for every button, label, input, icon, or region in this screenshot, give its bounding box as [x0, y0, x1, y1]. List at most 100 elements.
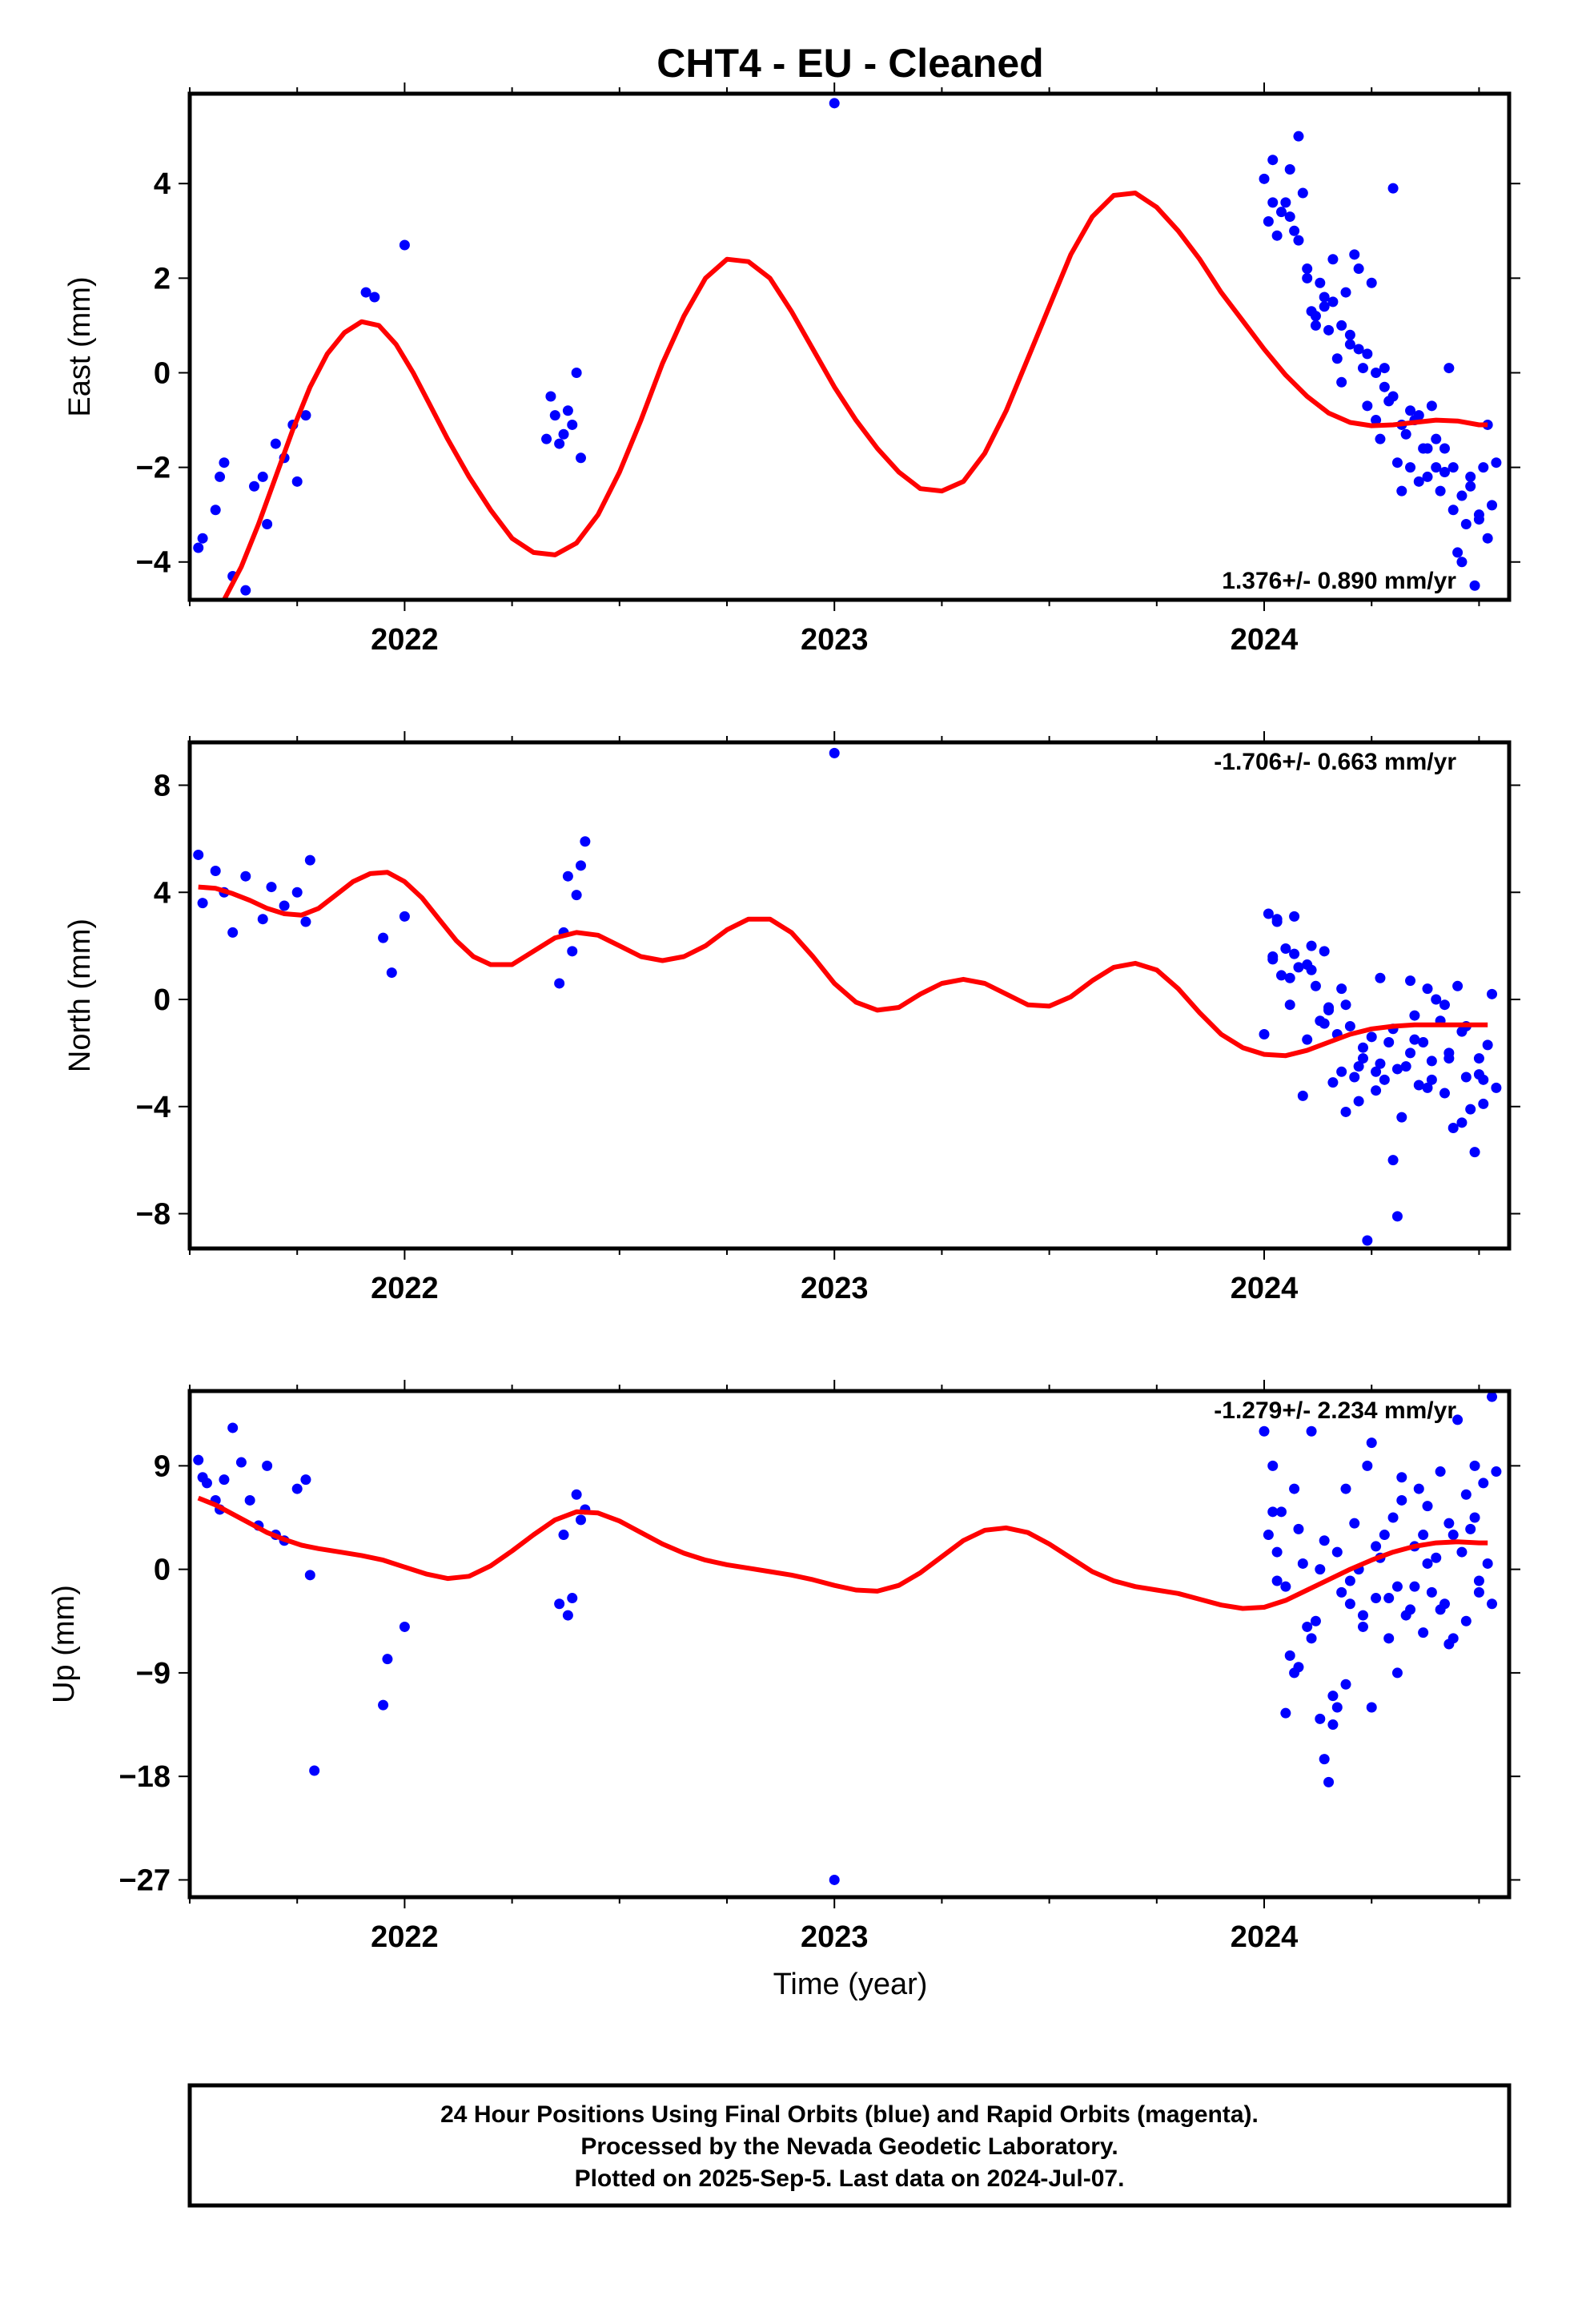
data-point	[1431, 994, 1442, 1005]
data-point	[1323, 1004, 1335, 1015]
data-point	[1366, 1702, 1377, 1713]
data-point	[1275, 207, 1287, 218]
x-tick-label: 2024	[1231, 1272, 1299, 1305]
panel-1: 2022 2023 2024 −4 −2 0 2 4 1.376+/- 0.890 mm/yr E…	[63, 82, 1520, 657]
y-tick-label: 0	[154, 1554, 171, 1587]
data-point	[1357, 1042, 1368, 1053]
data-point	[1435, 485, 1446, 497]
data-point	[1491, 1082, 1502, 1093]
data-point	[1336, 320, 1347, 331]
data-point	[1327, 296, 1339, 308]
data-point	[1366, 277, 1377, 288]
data-point	[1371, 1066, 1382, 1077]
data-point	[1396, 485, 1407, 497]
data-point	[1340, 999, 1351, 1011]
data-point	[1331, 1702, 1343, 1713]
data-point	[1405, 462, 1416, 473]
data-point	[399, 911, 410, 922]
data-point	[1293, 1662, 1304, 1673]
x-tick-label: 2024	[1231, 623, 1299, 657]
data-point	[1487, 1598, 1498, 1610]
chart-panels: 2022 2023 2024 −4 −2 0 2 4 1.376+/- 0.890 mm/yr E…	[47, 82, 1520, 1954]
data-point	[1391, 1581, 1403, 1592]
data-point	[193, 1454, 204, 1466]
data-point	[1375, 972, 1386, 983]
data-point	[1349, 1518, 1360, 1529]
data-point	[1280, 943, 1291, 954]
data-point	[1426, 400, 1437, 412]
data-point	[1379, 1530, 1390, 1541]
data-point	[1456, 557, 1468, 568]
data-points	[193, 1391, 1502, 1885]
data-point	[197, 533, 208, 544]
caption-line-1: 24 Hour Positions Using Final Orbits (bl…	[440, 2101, 1259, 2128]
data-point	[1271, 1575, 1283, 1586]
data-point	[1267, 155, 1279, 166]
data-point	[1353, 1061, 1364, 1072]
caption-box: 24 Hour Positions Using Final Orbits (bl…	[187, 2083, 1512, 2208]
data-point	[1284, 211, 1295, 223]
data-point	[399, 1621, 410, 1632]
data-point	[1280, 1581, 1291, 1592]
data-point	[201, 1478, 212, 1489]
data-point	[575, 452, 586, 464]
y-tick-label: 9	[154, 1449, 171, 1483]
data-point	[1357, 363, 1368, 374]
data-point	[1302, 272, 1313, 283]
data-point	[227, 1422, 239, 1433]
data-point	[1271, 1546, 1283, 1558]
data-point	[1431, 462, 1442, 473]
data-point	[1315, 277, 1326, 288]
data-point	[1319, 946, 1330, 957]
data-point	[1439, 999, 1450, 1011]
data-point	[562, 1610, 573, 1621]
data-point	[210, 866, 221, 877]
data-point	[1443, 1518, 1455, 1529]
data-point	[1456, 1117, 1468, 1128]
data-point	[1396, 1494, 1407, 1506]
data-point	[1289, 948, 1300, 959]
y-axis-label: North (mm)	[63, 919, 97, 1072]
data-points	[193, 747, 1502, 1246]
data-point	[1259, 1028, 1270, 1039]
data-point	[1306, 1425, 1317, 1437]
data-point	[193, 542, 204, 553]
data-point	[1327, 1719, 1339, 1731]
data-point	[1387, 1155, 1399, 1166]
data-point	[386, 967, 397, 979]
data-point	[575, 860, 586, 871]
data-point	[1482, 533, 1493, 544]
data-point	[266, 882, 277, 893]
data-point	[1297, 1558, 1308, 1569]
data-point	[1456, 490, 1468, 501]
data-point	[262, 518, 273, 529]
data-point	[1405, 975, 1416, 987]
data-point	[1422, 983, 1433, 995]
data-point	[558, 1530, 569, 1541]
data-point	[279, 900, 290, 911]
data-point	[829, 98, 840, 109]
data-point	[1400, 1061, 1411, 1072]
data-point	[1344, 1598, 1355, 1610]
data-point	[1267, 1460, 1279, 1471]
data-point	[571, 1489, 582, 1500]
data-point	[1349, 249, 1360, 260]
data-point	[1460, 1615, 1472, 1626]
data-point	[1293, 235, 1304, 246]
data-point	[291, 476, 303, 487]
data-point	[1319, 292, 1330, 303]
data-point	[1473, 514, 1484, 525]
data-point	[1284, 972, 1295, 983]
data-point	[219, 457, 230, 468]
x-axis-label: Time (year)	[773, 1968, 928, 2001]
data-point	[1443, 1053, 1455, 1064]
data-point	[300, 1474, 311, 1486]
data-point	[1259, 1425, 1270, 1437]
data-point	[1465, 1523, 1476, 1534]
panel-2: 2022 2023 2024 −8 −4 0 4 8 -1.706+/- 0.663 mm/yr…	[63, 731, 1520, 1305]
data-point	[1375, 1058, 1386, 1069]
data-point	[1323, 324, 1335, 336]
data-point	[1371, 415, 1382, 426]
data-point	[1357, 1610, 1368, 1621]
data-point	[1349, 1072, 1360, 1083]
